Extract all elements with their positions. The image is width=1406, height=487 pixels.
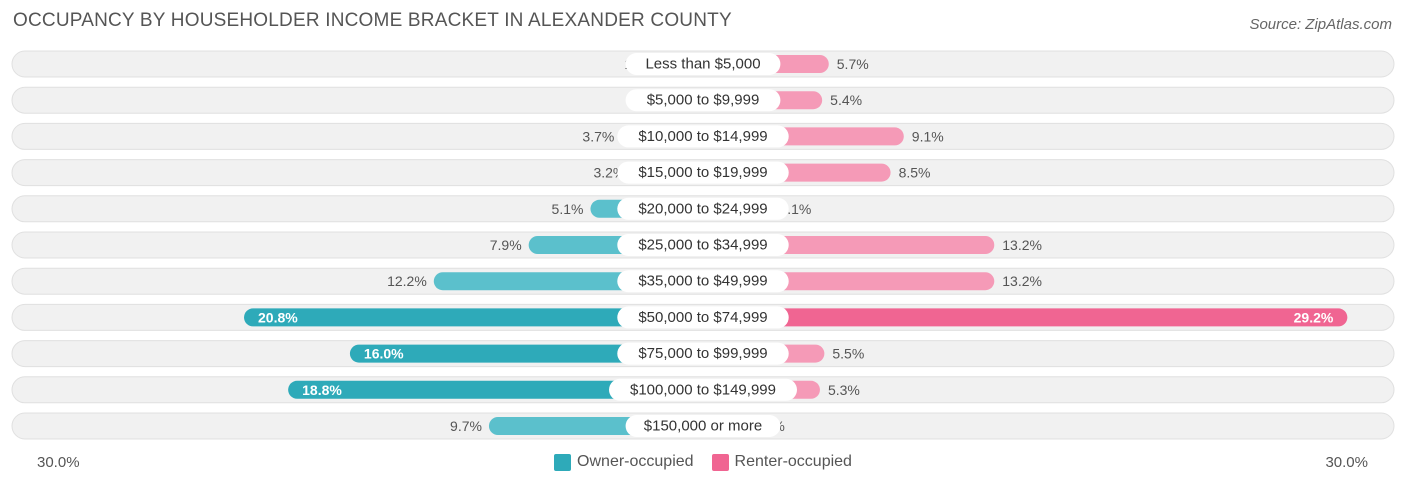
owner-bar: [288, 380, 703, 399]
category-pill: [617, 125, 789, 148]
renter-value-label: 9.1%: [912, 128, 944, 144]
category-pill: [625, 415, 781, 437]
category-label: Less than $5,000: [645, 56, 760, 73]
renter-value-label: 5.7%: [837, 56, 869, 72]
category-label: $25,000 to $34,999: [638, 237, 767, 254]
category-label: $35,000 to $49,999: [638, 273, 767, 290]
owner-value-label: 7.9%: [490, 237, 522, 253]
owner-value-label: 3.7%: [582, 128, 614, 144]
category-pill: [625, 53, 781, 75]
category-label: $10,000 to $14,999: [638, 128, 767, 145]
renter-value-label: 5.4%: [830, 92, 862, 108]
category-pill: [617, 342, 789, 365]
category-pill: [617, 270, 789, 293]
category-label: $15,000 to $19,999: [638, 164, 767, 181]
renter-value-label: 8.5%: [899, 165, 931, 181]
category-label: $150,000 or more: [644, 418, 762, 435]
category-label: $50,000 to $74,999: [638, 309, 767, 326]
category-label: $100,000 to $149,999: [630, 381, 776, 398]
owner-value-label: 16.0%: [364, 346, 404, 362]
category-pill: [617, 306, 789, 329]
legend-label-renter: Renter-occupied: [734, 453, 852, 470]
renter-value-label: 13.2%: [1002, 273, 1042, 289]
owner-value-label: 18.8%: [302, 382, 342, 398]
owner-bar: [349, 344, 703, 363]
legend: Owner-occupied Renter-occupied: [0, 453, 1406, 471]
legend-label-owner: Owner-occupied: [577, 453, 694, 470]
legend-swatch-renter: [711, 453, 729, 471]
legend-swatch-owner: [554, 453, 572, 471]
axis-left-label: 30.0%: [37, 454, 80, 471]
owner-value-label: 20.8%: [258, 309, 298, 325]
category-pill: [609, 378, 797, 401]
category-label: $75,000 to $99,999: [638, 345, 767, 362]
renter-value-label: 13.2%: [1002, 237, 1042, 253]
category-label: $5,000 to $9,999: [647, 92, 760, 109]
renter-value-label: 5.5%: [832, 346, 864, 362]
category-pill: [617, 234, 789, 256]
owner-bar: [244, 308, 703, 327]
legend-item-renter: Renter-occupied: [711, 453, 852, 471]
legend-item-owner: Owner-occupied: [554, 453, 694, 471]
renter-bar: [703, 308, 1348, 327]
category-pill: [617, 161, 789, 184]
owner-value-label: 3.2%: [593, 165, 625, 181]
chart-title: OCCUPANCY BY HOUSEHOLDER INCOME BRACKET …: [13, 10, 732, 31]
renter-value-label: 29.2%: [1294, 309, 1334, 325]
category-pill: [617, 197, 789, 220]
category-label: $20,000 to $24,999: [638, 200, 767, 217]
axis-right-label: 30.0%: [1325, 454, 1368, 471]
owner-value-label: 12.2%: [387, 273, 427, 289]
owner-value-label: 9.7%: [450, 418, 482, 434]
owner-value-label: 5.1%: [552, 201, 584, 217]
renter-value-label: 5.3%: [828, 382, 860, 398]
category-pill: [625, 89, 781, 112]
source-label: Source: ZipAtlas.com: [1249, 16, 1392, 33]
